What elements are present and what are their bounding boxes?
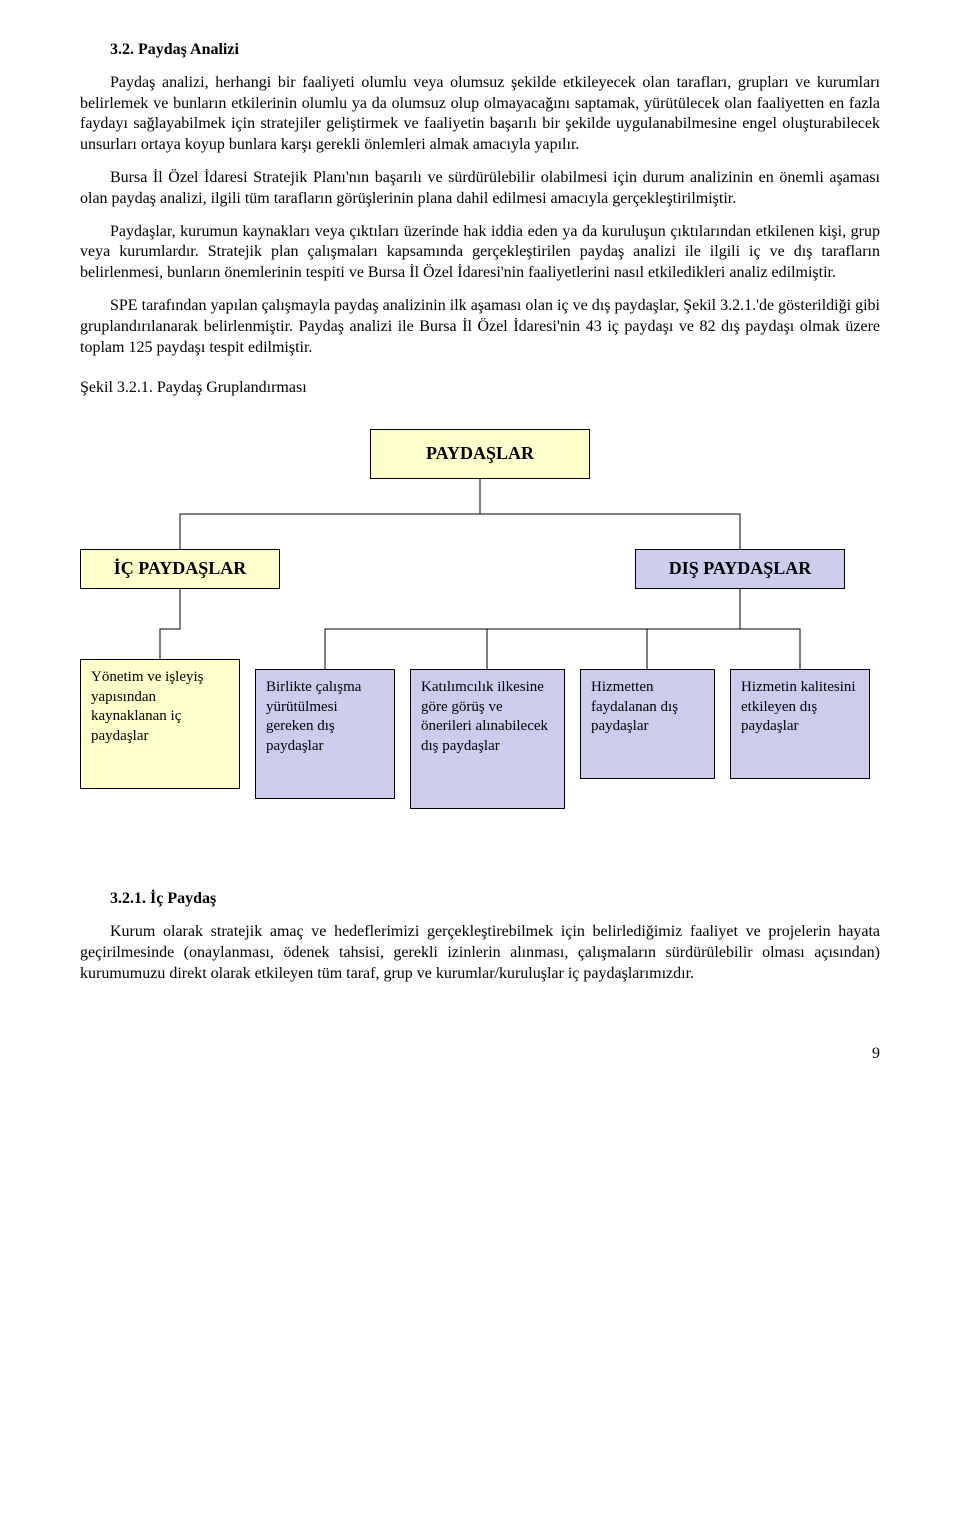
paragraph-5: Kurum olarak stratejik amaç ve hedefleri… bbox=[80, 922, 880, 984]
diagram-node-l4: Hizmetten faydalanan dış paydaşlar bbox=[580, 669, 715, 779]
diagram-node-dis: DIŞ PAYDAŞLAR bbox=[635, 549, 845, 589]
diagram-node-l3: Katılımcılık ilkesine göre görüş ve öner… bbox=[410, 669, 565, 809]
diagram-node-l1: Yönetim ve işleyiş yapısından kaynaklana… bbox=[80, 659, 240, 789]
diagram-node-l5: Hizmetin kalitesini etkileyen dış paydaş… bbox=[730, 669, 870, 779]
paragraph-2: Bursa İl Özel İdaresi Stratejik Planı'nı… bbox=[80, 168, 880, 210]
paragraph-3: Paydaşlar, kurumun kaynakları veya çıktı… bbox=[80, 222, 880, 284]
diagram-node-root: PAYDAŞLAR bbox=[370, 429, 590, 479]
figure-caption: Şekil 3.2.1. Paydaş Gruplandırması bbox=[80, 378, 880, 399]
section-heading-3-2-1: 3.2.1. İç Paydaş bbox=[110, 889, 880, 910]
stakeholder-diagram: PAYDAŞLAR İÇ PAYDAŞLAR DIŞ PAYDAŞLAR Yöneti… bbox=[80, 429, 880, 849]
section-heading-3-2: 3.2. Paydaş Analizi bbox=[110, 40, 880, 61]
paragraph-1: Paydaş analizi, herhangi bir faaliyeti o… bbox=[80, 73, 880, 156]
diagram-node-ic: İÇ PAYDAŞLAR bbox=[80, 549, 280, 589]
page-number: 9 bbox=[80, 1044, 880, 1065]
diagram-node-l2: Birlikte çalışma yürütülmesi gereken dış… bbox=[255, 669, 395, 799]
paragraph-4: SPE tarafından yapılan çalışmayla paydaş… bbox=[80, 296, 880, 358]
